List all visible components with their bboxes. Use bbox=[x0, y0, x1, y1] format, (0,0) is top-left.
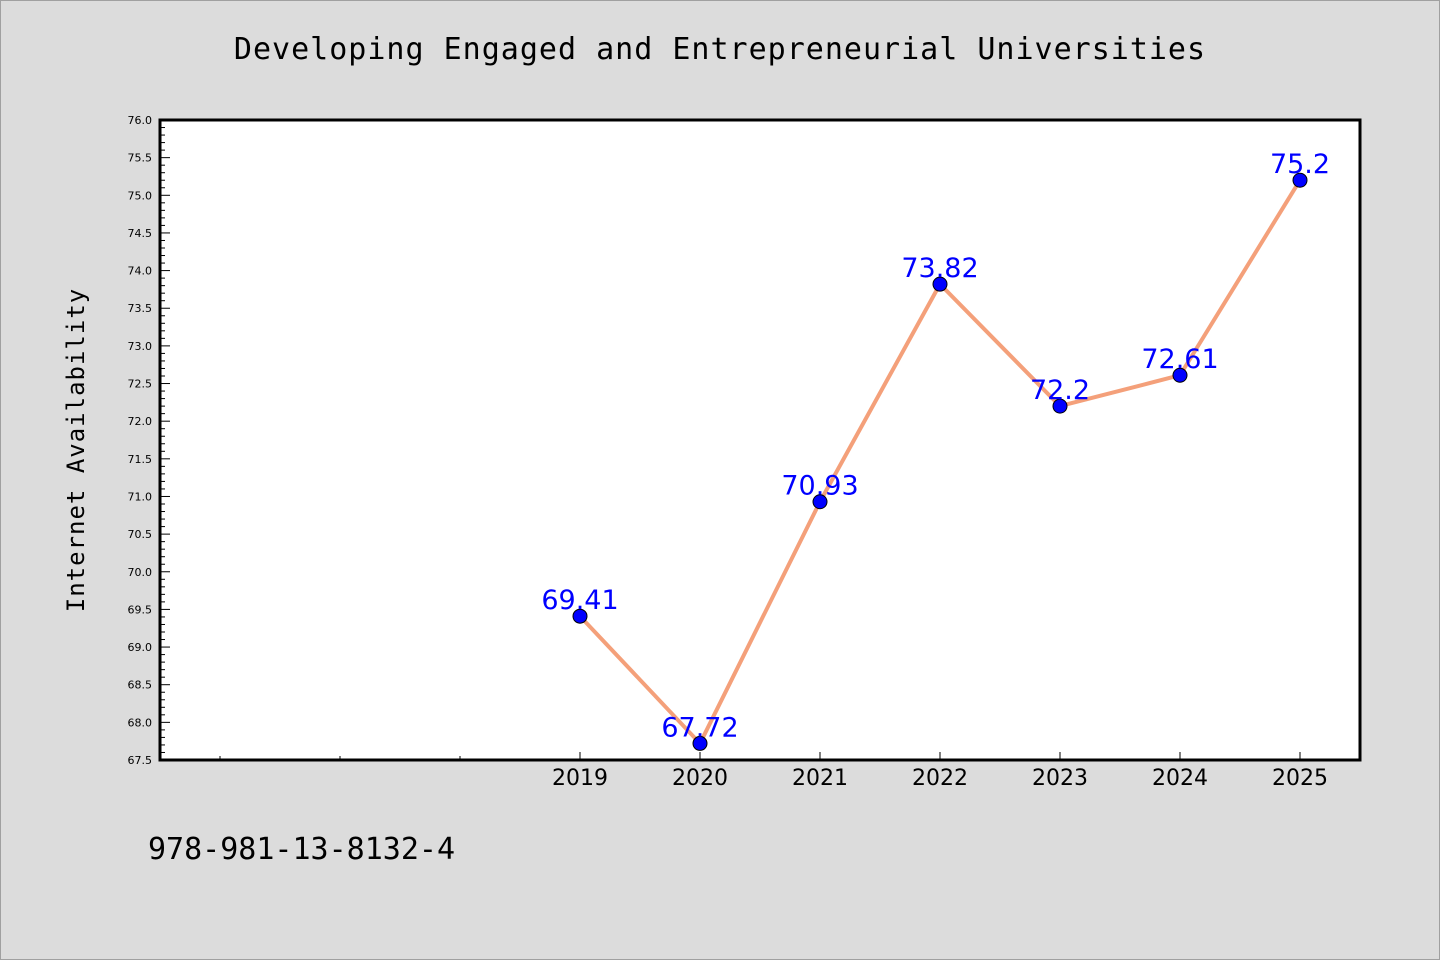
data-label: 72.2 bbox=[1030, 375, 1090, 406]
y-tick-label: 74.0 bbox=[128, 265, 153, 278]
y-tick-label: 71.5 bbox=[128, 453, 153, 466]
data-label: 67.72 bbox=[661, 712, 738, 743]
data-point bbox=[692, 735, 708, 751]
y-tick-label: 69.5 bbox=[128, 603, 153, 616]
data-label: 69.41 bbox=[541, 585, 618, 616]
y-tick-label: 73.0 bbox=[128, 340, 153, 353]
x-tick-label: 2020 bbox=[672, 766, 728, 791]
x-tick-label: 2022 bbox=[912, 766, 968, 791]
series-layer bbox=[572, 172, 1308, 751]
y-tick-label: 72.0 bbox=[128, 415, 153, 428]
y-tick-label: 69.0 bbox=[128, 641, 153, 654]
x-axis: 2019 2020 2021 2022 2023 2024 2025 bbox=[219, 752, 1328, 791]
y-tick-label: 75.5 bbox=[128, 152, 153, 165]
data-point bbox=[1052, 398, 1068, 414]
plot-border bbox=[158, 118, 1362, 762]
data-label: 73.82 bbox=[901, 253, 978, 284]
chart-title: Developing Engaged and Entrepreneurial U… bbox=[233, 32, 1207, 67]
y-tick-label: 75.0 bbox=[128, 189, 153, 202]
y-tick-label: 76.0 bbox=[128, 114, 153, 127]
data-point bbox=[932, 276, 948, 292]
data-point bbox=[572, 608, 588, 624]
y-tick-label: 71.0 bbox=[128, 490, 153, 503]
x-tick-label: 2019 bbox=[552, 766, 608, 791]
data-point bbox=[1292, 172, 1308, 188]
data-label: 72.61 bbox=[1141, 344, 1218, 375]
data-label-layer: 69.41 67.72 70.93 73.82 72.2 72.61 75.2 bbox=[541, 149, 1330, 743]
y-tick-label: 72.5 bbox=[128, 378, 153, 391]
y-tick-label: 68.5 bbox=[128, 679, 153, 692]
y-tick-label: 68.0 bbox=[128, 716, 153, 729]
y-axis: 67.5 68.0 68.5 69.0 69.5 70.0 70.5 71.0 71.5 72.0… bbox=[128, 114, 170, 767]
y-tick-label: 74.5 bbox=[128, 227, 153, 240]
data-point bbox=[1172, 367, 1188, 383]
y-tick-label: 73.5 bbox=[128, 302, 153, 315]
y-axis-title: Internet Availability bbox=[62, 288, 90, 612]
x-tick-label: 2024 bbox=[1152, 766, 1208, 791]
y-tick-label: 70.0 bbox=[128, 566, 153, 579]
y-tick-label: 70.5 bbox=[128, 528, 153, 541]
data-label: 70.93 bbox=[781, 471, 858, 502]
y-tick-label: 67.5 bbox=[128, 754, 153, 767]
x-tick-label: 2021 bbox=[792, 766, 848, 791]
data-point bbox=[812, 494, 828, 510]
x-tick-label: 2023 bbox=[1032, 766, 1088, 791]
footer-id: 978-981-13-8132-4 bbox=[148, 832, 456, 867]
x-tick-label: 2025 bbox=[1272, 766, 1328, 791]
data-label: 75.2 bbox=[1270, 149, 1330, 180]
plot-area bbox=[160, 120, 1360, 760]
